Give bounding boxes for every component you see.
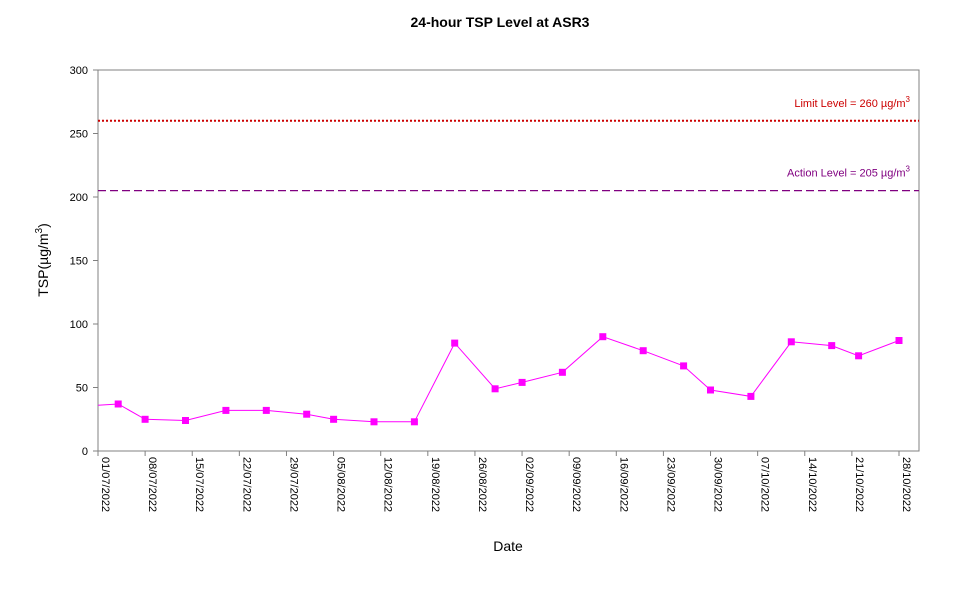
action-level-label: Action Level = 205 µg/m3 [787,165,911,180]
x-axis: 01/07/2022 08/07/2022 15/07/2022 22/07/2022… [97,451,912,512]
x-tick-label: 29/07/2022 [287,457,299,512]
x-tick-label: 19/08/2022 [429,457,441,512]
data-point [518,378,526,386]
x-tick-label: 08/07/2022 [146,457,158,512]
plot-area [97,69,920,452]
x-tick-label: 22/07/2022 [240,457,252,512]
data-point [639,347,647,355]
limit-level-label: Limit Level = 260 µg/m3 [794,95,910,110]
data-point [895,337,903,344]
data-point [680,362,688,370]
y-axis-label: TSP(µg/m3) [34,223,51,297]
y-tick-label: 300 [70,65,88,77]
data-point [599,333,607,341]
data-point [114,400,122,408]
data-point [855,352,863,360]
y-tick-label: 200 [70,192,88,204]
series-line [97,336,900,423]
data-point [558,368,566,376]
x-tick-label: 05/08/2022 [335,457,347,512]
x-tick-label: 16/09/2022 [617,457,629,512]
data-point [707,386,714,394]
x-tick-label: 14/10/2022 [806,457,818,512]
x-tick-label: 02/09/2022 [523,457,535,512]
data-point [491,385,499,393]
x-tick-label: 12/08/2022 [382,457,394,512]
y-tick-label: 250 [70,129,88,141]
y-tick-label: 100 [70,319,88,331]
y-tick-label: 50 [76,383,88,395]
x-tick-label: 23/09/2022 [664,457,676,512]
x-tick-label: 07/10/2022 [759,457,771,512]
data-point [182,417,189,424]
x-tick-label: 30/09/2022 [712,457,724,512]
data-point [451,339,459,347]
data-point [410,418,418,426]
y-tick-label: 150 [70,256,88,268]
data-point [787,338,795,346]
data-point [141,415,149,423]
data-point [262,406,270,414]
chart-title: 24-hour TSP Level at ASR3 [411,14,590,30]
series-group [97,333,903,426]
data-point [370,418,378,426]
reference-lines: Limit Level = 260 µg/m3 Action Level = 20… [98,95,919,192]
plot-frame [97,69,920,452]
data-point [222,406,230,414]
x-tick-label: 28/10/2022 [900,457,912,512]
y-axis: 0 50 100 150 200 250 300 [70,65,98,458]
x-tick-label: 01/07/2022 [99,457,111,512]
data-point [828,342,836,350]
x-tick-label: 21/10/2022 [853,457,865,512]
y-tick-label: 0 [82,446,88,458]
x-axis-label: Date [493,538,523,554]
data-point [747,392,755,400]
x-tick-label: 26/08/2022 [476,457,488,512]
data-point [303,410,311,418]
data-point [330,415,338,423]
x-tick-label: 09/09/2022 [570,457,582,512]
x-tick-label: 15/07/2022 [193,457,205,512]
